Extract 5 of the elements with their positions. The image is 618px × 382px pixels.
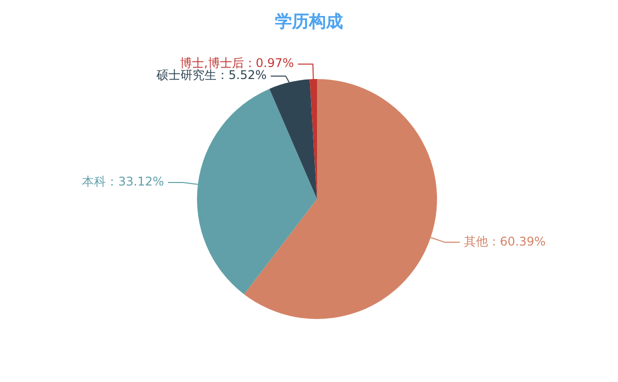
slice-label: 其他：60.39% bbox=[464, 234, 546, 248]
slice-label: 本科：33.12% bbox=[82, 174, 164, 189]
slice-label: 博士,博士后：0.97% bbox=[180, 56, 294, 70]
slice-label: 硕士研究生：5.52% bbox=[156, 68, 267, 82]
chart-title: 学历构成 bbox=[274, 11, 344, 33]
